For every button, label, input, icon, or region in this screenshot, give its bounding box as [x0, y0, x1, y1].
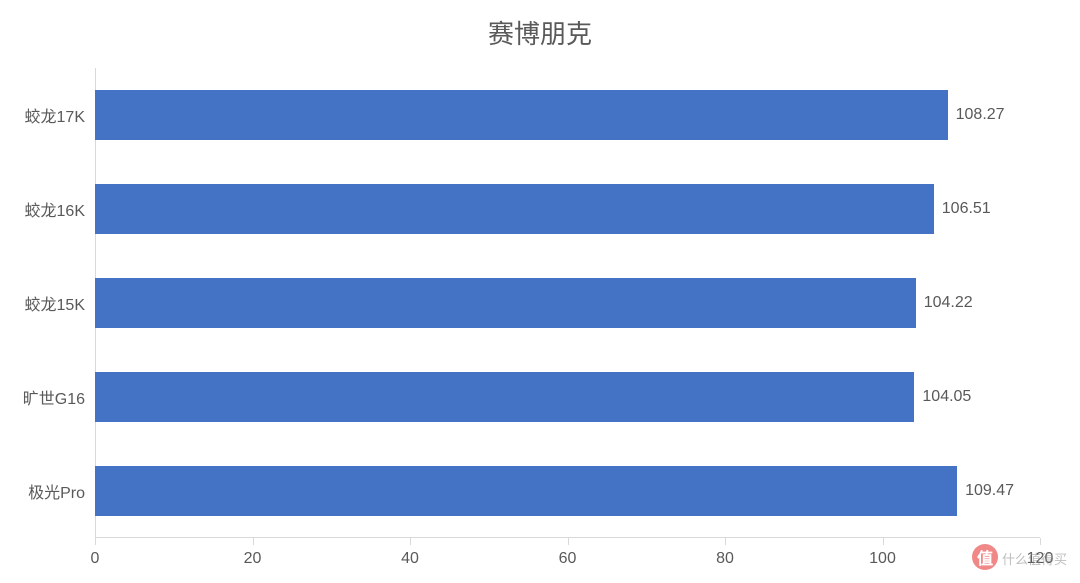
- x-axis-label: 100: [869, 550, 896, 568]
- x-axis-label: 80: [716, 550, 734, 568]
- bar: [95, 184, 934, 234]
- watermark-logo-text: 值: [977, 545, 993, 569]
- category-label: 旷世G16: [23, 385, 85, 409]
- bar-row: 极光Pro109.47: [95, 466, 1040, 516]
- bar: [95, 466, 957, 516]
- x-axis-tick: [1040, 538, 1041, 545]
- bar: [95, 90, 948, 140]
- x-axis-label: 40: [401, 550, 419, 568]
- x-axis-label: 60: [559, 550, 577, 568]
- category-label: 蛟龙15K: [25, 291, 85, 315]
- value-label: 108.27: [956, 106, 1005, 124]
- x-axis-tick: [410, 538, 411, 545]
- x-axis-label: 0: [91, 550, 100, 568]
- bar-row: 蛟龙17K108.27: [95, 90, 1040, 140]
- x-axis-tick: [568, 538, 569, 545]
- plot-area: 020406080100120蛟龙17K108.27蛟龙16K106.51蛟龙1…: [95, 68, 1040, 538]
- category-label: 蛟龙17K: [25, 103, 85, 127]
- watermark-text: 什么值得买: [1002, 549, 1067, 568]
- bar-row: 蛟龙15K104.22: [95, 278, 1040, 328]
- bar: [95, 278, 916, 328]
- watermark-logo-icon: 值: [972, 544, 998, 570]
- bar-row: 旷世G16104.05: [95, 372, 1040, 422]
- x-axis-label: 20: [244, 550, 262, 568]
- x-axis-tick: [725, 538, 726, 545]
- value-label: 106.51: [942, 200, 991, 218]
- x-axis-tick: [883, 538, 884, 545]
- x-axis-tick: [253, 538, 254, 545]
- value-label: 104.22: [924, 294, 973, 312]
- chart-title: 赛博朋克: [0, 0, 1080, 51]
- category-label: 蛟龙16K: [25, 197, 85, 221]
- bar-row: 蛟龙16K106.51: [95, 184, 1040, 234]
- category-label: 极光Pro: [28, 479, 85, 503]
- value-label: 104.05: [922, 388, 971, 406]
- value-label: 109.47: [965, 482, 1014, 500]
- bar: [95, 372, 914, 422]
- chart-container: 赛博朋克 020406080100120蛟龙17K108.27蛟龙16K106.…: [0, 0, 1080, 583]
- x-axis-tick: [95, 538, 96, 545]
